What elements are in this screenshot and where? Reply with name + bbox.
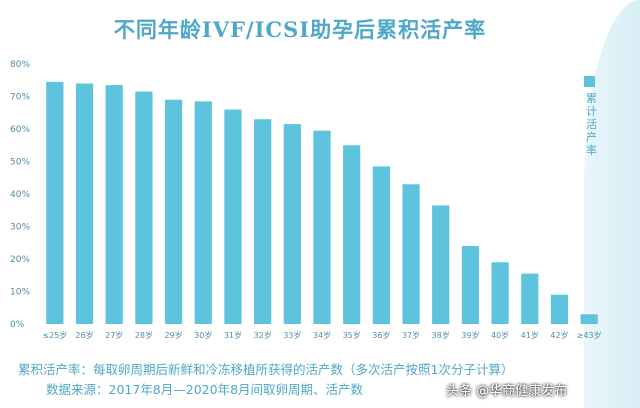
- x-tick-label: 30岁: [194, 330, 212, 340]
- bar: [402, 184, 420, 324]
- legend-label: 累计活产率: [586, 92, 597, 157]
- x-tick-label: 32岁: [254, 330, 272, 340]
- x-tick-label: 31岁: [224, 330, 242, 340]
- x-tick-label: 33岁: [283, 330, 301, 340]
- x-tick-label: 39岁: [461, 330, 479, 340]
- y-tick-label: 0%: [10, 320, 25, 330]
- bar: [550, 294, 569, 324]
- watermark: 头条 @华商健康发布: [446, 384, 568, 399]
- x-tick-label: 37岁: [402, 330, 420, 340]
- bar: [224, 109, 242, 324]
- x-tick-label: 36岁: [372, 330, 390, 340]
- x-tick-label: 41岁: [521, 330, 539, 340]
- chart-title: 不同年龄IVF/ICSI助孕后累积活产率: [113, 17, 487, 42]
- bar: [343, 145, 361, 324]
- footnote-definition: 累积活产率：每取卵周期后新鲜和冷冻移植所获得的活产数（多次活产按照1次分子计算）: [18, 362, 514, 377]
- bar: [313, 130, 331, 324]
- y-tick-label: 30%: [10, 223, 30, 233]
- bar: [580, 314, 598, 324]
- y-tick-label: 40%: [10, 190, 30, 200]
- x-tick-label: 42岁: [550, 330, 568, 340]
- legend-swatch: [584, 76, 595, 87]
- x-tick-label: 40岁: [491, 330, 509, 340]
- x-tick-label: 27岁: [105, 330, 123, 340]
- bar: [164, 99, 183, 324]
- bar: [461, 246, 480, 324]
- bar: [283, 124, 301, 324]
- y-tick-label: 10%: [10, 288, 30, 298]
- y-tick-label: 70%: [10, 93, 30, 103]
- x-tick-label: ≥43岁: [577, 330, 602, 340]
- footnote-source: 数据来源：2017年8月—2020年8月间取卵周期、活产数: [46, 382, 364, 397]
- bar: [194, 101, 212, 324]
- x-tick-label: 35岁: [343, 330, 361, 340]
- x-tick-label: 28岁: [135, 330, 153, 340]
- x-tick-label: ≤25岁: [42, 330, 67, 340]
- bar: [105, 85, 123, 324]
- x-tick-label: 38岁: [432, 330, 450, 340]
- y-tick-label: 60%: [10, 125, 30, 135]
- bar: [491, 262, 509, 324]
- bar: [521, 273, 539, 324]
- bar: [46, 81, 64, 324]
- y-tick-label: 20%: [10, 255, 30, 265]
- bar: [254, 119, 272, 324]
- bar: [432, 205, 450, 324]
- x-tick-label: 29岁: [164, 330, 182, 340]
- y-tick-label: 50%: [10, 158, 30, 168]
- x-tick-label: 34岁: [313, 330, 331, 340]
- bar: [75, 83, 94, 324]
- bar: [135, 91, 153, 324]
- y-tick-label: 80%: [10, 60, 30, 70]
- x-tick-label: 26岁: [75, 330, 93, 340]
- bar: [372, 166, 390, 324]
